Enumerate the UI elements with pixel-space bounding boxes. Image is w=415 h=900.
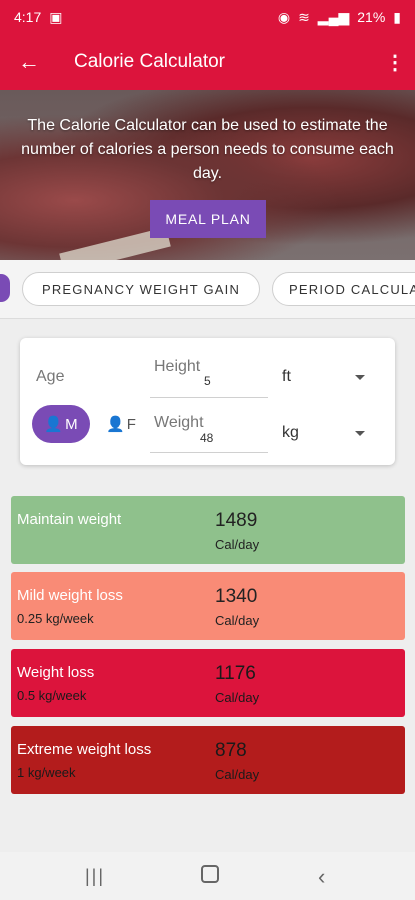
person-icon: 👤 [44,416,64,433]
meal-plan-button[interactable]: MEAL PLAN [150,200,266,238]
hotspot-icon: ◉ [277,8,291,25]
result-calories: 1176 [215,663,256,684]
result-name: Weight loss [17,664,95,681]
result-extreme-weight-loss: Extreme weight loss 1 kg/week 878 Cal/da… [11,726,405,794]
result-name: Extreme weight loss [17,741,152,758]
height-unit-select[interactable]: ft [282,368,291,385]
app-bar: ← Calorie Calculator ⋮ [0,34,415,90]
result-unit: Cal/day [215,613,260,628]
dropdown-arrow-icon[interactable] [355,431,365,436]
gender-male-button[interactable]: 👤 M [32,405,90,443]
battery-text: 21% [357,9,386,25]
result-name: Maintain weight [17,511,122,528]
more-vert-icon[interactable]: ⋮ [385,51,405,74]
result-mild-weight-loss: Mild weight loss 0.25 kg/week 1340 Cal/d… [11,572,405,640]
home-icon[interactable] [201,865,219,883]
person-icon: 👤 [106,416,125,433]
hero-banner: The Calorie Calculator can be used to es… [0,90,415,260]
wifi-icon: ≋ [298,8,310,25]
height-underline [150,397,268,398]
age-field[interactable]: Age [36,368,65,385]
result-calories: 878 [215,740,247,761]
result-name: Mild weight loss [17,587,123,604]
signal-icon: ▂▄▆ [317,8,350,25]
arrow-left-icon[interactable]: ← [18,49,40,74]
result-weight-loss: Weight loss 0.5 kg/week 1176 Cal/day [11,649,405,717]
gender-female-button[interactable]: 👤 F [106,415,136,434]
male-label: M [65,415,78,433]
back-nav-icon[interactable]: ‹ [318,864,326,889]
system-nav-bar: ||| ‹ [0,852,415,900]
page-title: Calorie Calculator [74,51,226,72]
weight-label: Weight [154,414,204,431]
recent-apps-icon[interactable]: ||| [85,866,106,886]
chip-pregnancy-weight-gain[interactable]: PREGNANCY WEIGHT GAIN [22,272,260,306]
battery-icon: ▮ [393,8,401,25]
result-maintain-weight: Maintain weight 1489 Cal/day [11,496,405,564]
height-input[interactable]: 5 [204,374,211,388]
result-unit: Cal/day [215,767,260,782]
result-unit: Cal/day [215,537,260,552]
chip-period-calculator[interactable]: PERIOD CALCULA [272,272,415,306]
female-label: F [126,415,136,433]
weight-underline [150,452,268,453]
result-rate: 0.5 kg/week [17,688,87,703]
result-rate: 1 kg/week [17,765,76,780]
weight-unit-select[interactable]: kg [282,424,299,441]
status-bar: 4:17 ▣ ◉ ≋ ▂▄▆ 21% ▮ [0,0,415,34]
hero-description: The Calorie Calculator can be used to es… [21,117,394,182]
weight-input[interactable]: 48 [200,431,214,445]
result-calories: 1340 [215,586,258,607]
image-notification-icon: ▣ [49,8,63,25]
result-rate: 0.25 kg/week [17,611,94,626]
input-card: Age Height 5 ft 👤 M 👤 F Weight 48 kg [20,338,395,465]
result-unit: Cal/day [215,690,260,705]
chip-partial[interactable] [0,274,10,302]
dropdown-arrow-icon[interactable] [355,375,365,380]
result-calories: 1489 [215,510,258,531]
height-label: Height [154,358,201,375]
calculator-chips: PREGNANCY WEIGHT GAIN PERIOD CALCULA [0,260,415,319]
status-time: 4:17 [14,9,42,25]
